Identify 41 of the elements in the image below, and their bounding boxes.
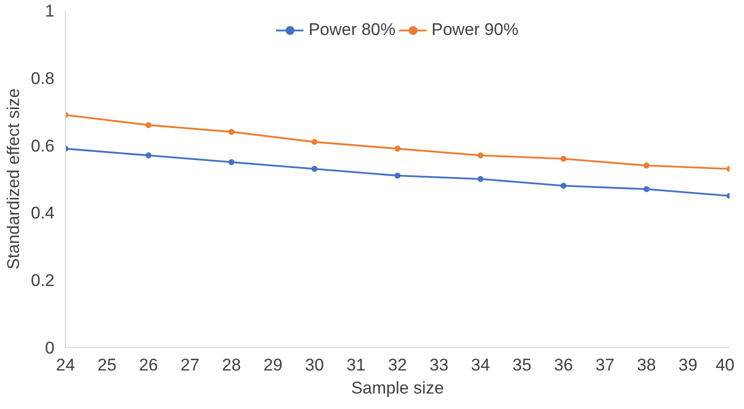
- point: [312, 166, 318, 172]
- point: [394, 146, 400, 152]
- x-tick-label: 29: [264, 356, 282, 374]
- y-axis-title: Standardized effect size: [4, 88, 23, 270]
- x-tick-label: 38: [637, 356, 656, 374]
- point: [146, 152, 152, 158]
- x-tick-label: 25: [98, 356, 116, 374]
- x-tick-label: 37: [596, 356, 614, 374]
- x-tick-label: 26: [139, 356, 158, 374]
- point: [146, 122, 152, 128]
- y-tick-label: 0.2: [30, 271, 55, 290]
- x-tick-label: 33: [430, 356, 448, 374]
- point: [394, 172, 400, 179]
- point: [560, 182, 566, 189]
- point: [560, 156, 566, 162]
- point: [312, 138, 318, 145]
- point: [644, 162, 650, 169]
- x-tick-label: 30: [305, 356, 324, 374]
- x-tick-label: 36: [554, 356, 573, 374]
- x-tick-label: 35: [512, 356, 532, 374]
- x-tick-label: 31: [346, 356, 366, 374]
- point: [644, 186, 650, 192]
- legend-label: Power 90%: [432, 20, 518, 40]
- x-tick-label: 34: [471, 356, 490, 374]
- y-tick-label: 0.8: [30, 68, 55, 88]
- y-tick-label: 0.4: [30, 204, 55, 223]
- legend-label: Power 80%: [308, 20, 396, 40]
- x-tick-label: 39: [678, 356, 698, 374]
- point: [228, 159, 234, 166]
- x-tick-label: 28: [222, 356, 241, 374]
- x-axis-title: Sample size: [351, 378, 444, 398]
- y-tick-label: 0: [45, 338, 55, 358]
- x-tick-label: 40: [716, 356, 735, 374]
- point: [478, 176, 484, 182]
- point: [478, 152, 484, 158]
- x-tick-label: 27: [180, 356, 200, 374]
- y-tick-label: 0.6: [30, 136, 55, 156]
- x-tick-label: 32: [388, 356, 407, 374]
- y-tick-label: 1: [45, 2, 55, 20]
- point: [228, 128, 234, 135]
- x-tick-label: 24: [56, 356, 75, 374]
